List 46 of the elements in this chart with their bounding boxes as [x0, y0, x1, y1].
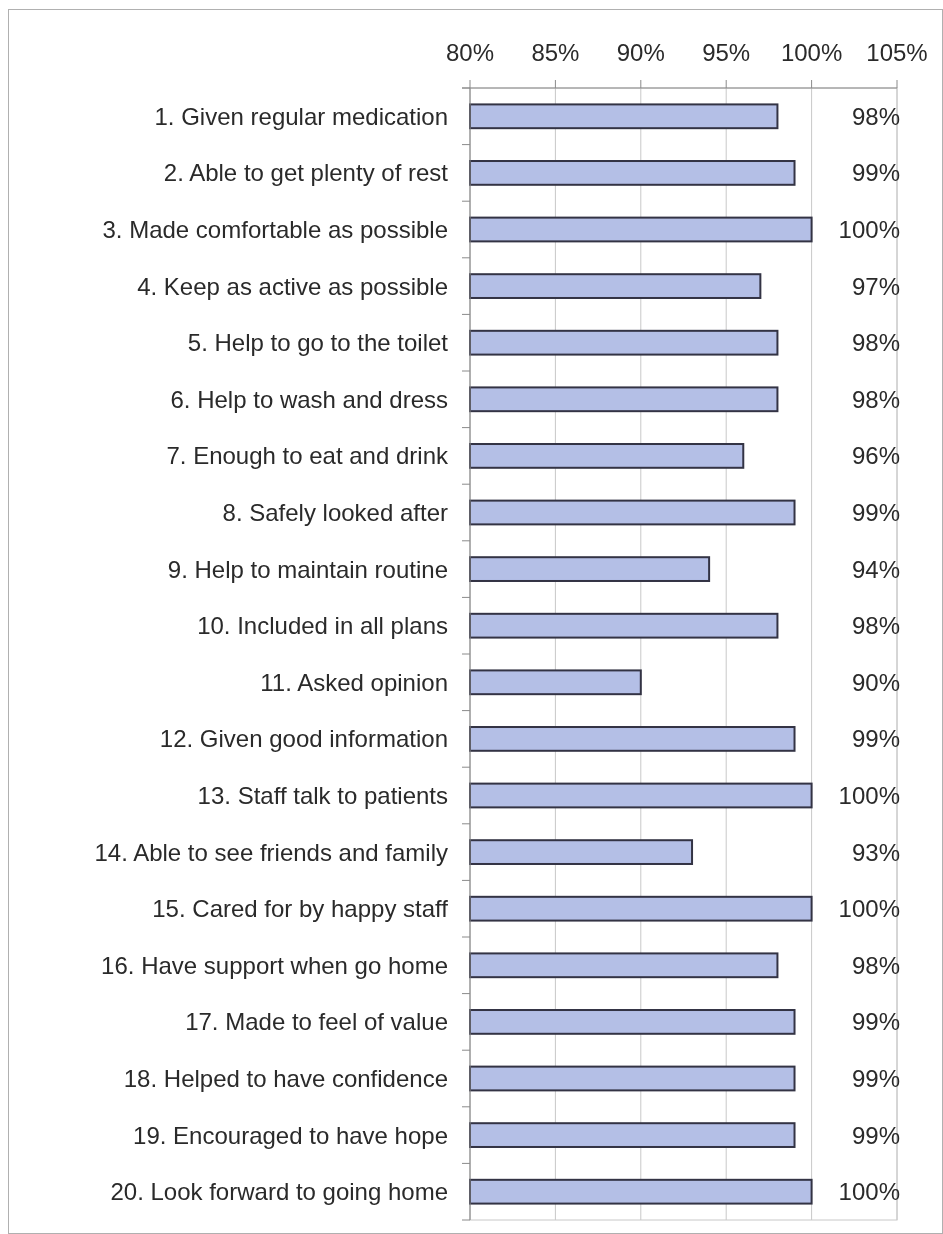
data-label: 99%: [851, 499, 900, 526]
y-tick-label: 12. Given good information: [159, 725, 448, 753]
x-tick-label: 85%: [531, 38, 580, 66]
data-label: 99%: [851, 725, 900, 753]
y-tick-label: 4. Keep as active as possible: [137, 272, 448, 300]
data-label: 100%: [838, 216, 900, 243]
y-tick-label: 3. Made comfortable as possible: [102, 216, 448, 243]
data-label: 97%: [851, 272, 900, 300]
y-tick-label: 7. Enough to eat and drink: [166, 442, 449, 470]
x-tick-label: 95%: [702, 38, 751, 66]
x-tick-label: 80%: [445, 38, 495, 66]
x-tick-label: 105%: [866, 38, 928, 66]
y-tick-label: 6. Help to wash and dress: [170, 385, 448, 413]
y-tick-label: 19. Encouraged to have hope: [133, 1121, 448, 1149]
y-tick-label: 11. Asked opinion: [260, 668, 448, 696]
data-label: 100%: [838, 895, 900, 923]
data-label: 98%: [851, 385, 900, 413]
y-tick-label: 18. Helped to have confidence: [123, 1065, 448, 1092]
y-tick-label: 15. Cared for by happy staff: [152, 895, 449, 923]
y-tick-label: 5. Help to go to the toilet: [187, 329, 449, 357]
data-label: 98%: [851, 951, 900, 979]
data-label: 96%: [851, 442, 900, 470]
y-tick-label: 8. Safely looked after: [222, 499, 449, 526]
data-label: 94%: [851, 555, 900, 583]
data-label: 98%: [851, 102, 900, 130]
data-label: 98%: [851, 612, 900, 640]
y-tick-label: 2. Able to get plenty of rest: [163, 159, 449, 187]
y-tick-label: 17. Made to feel of value: [185, 1008, 448, 1036]
x-tick-label: 90%: [616, 38, 665, 66]
y-tick-label: 10. Included in all plans: [197, 612, 448, 640]
data-label: 100%: [838, 1178, 900, 1206]
data-label: 93%: [851, 838, 900, 866]
y-tick-label: 14. Able to see friends and family: [94, 838, 448, 866]
data-label: 99%: [851, 159, 900, 187]
y-tick-label: 13. Staff talk to patients: [197, 782, 448, 809]
data-label: 99%: [851, 1008, 900, 1036]
y-tick-label: 9. Help to maintain routine: [167, 555, 448, 583]
y-tick-label: 20. Look forward to going home: [110, 1178, 448, 1206]
data-label: 98%: [851, 329, 900, 357]
data-label: 90%: [851, 668, 900, 696]
y-tick-label: 1. Given regular medication: [154, 102, 448, 130]
x-tick-label: 100%: [780, 38, 843, 66]
data-label: 99%: [851, 1121, 900, 1149]
data-label: 99%: [851, 1065, 900, 1092]
data-label: 100%: [838, 782, 900, 809]
y-tick-label: 16. Have support when go home: [101, 951, 448, 979]
